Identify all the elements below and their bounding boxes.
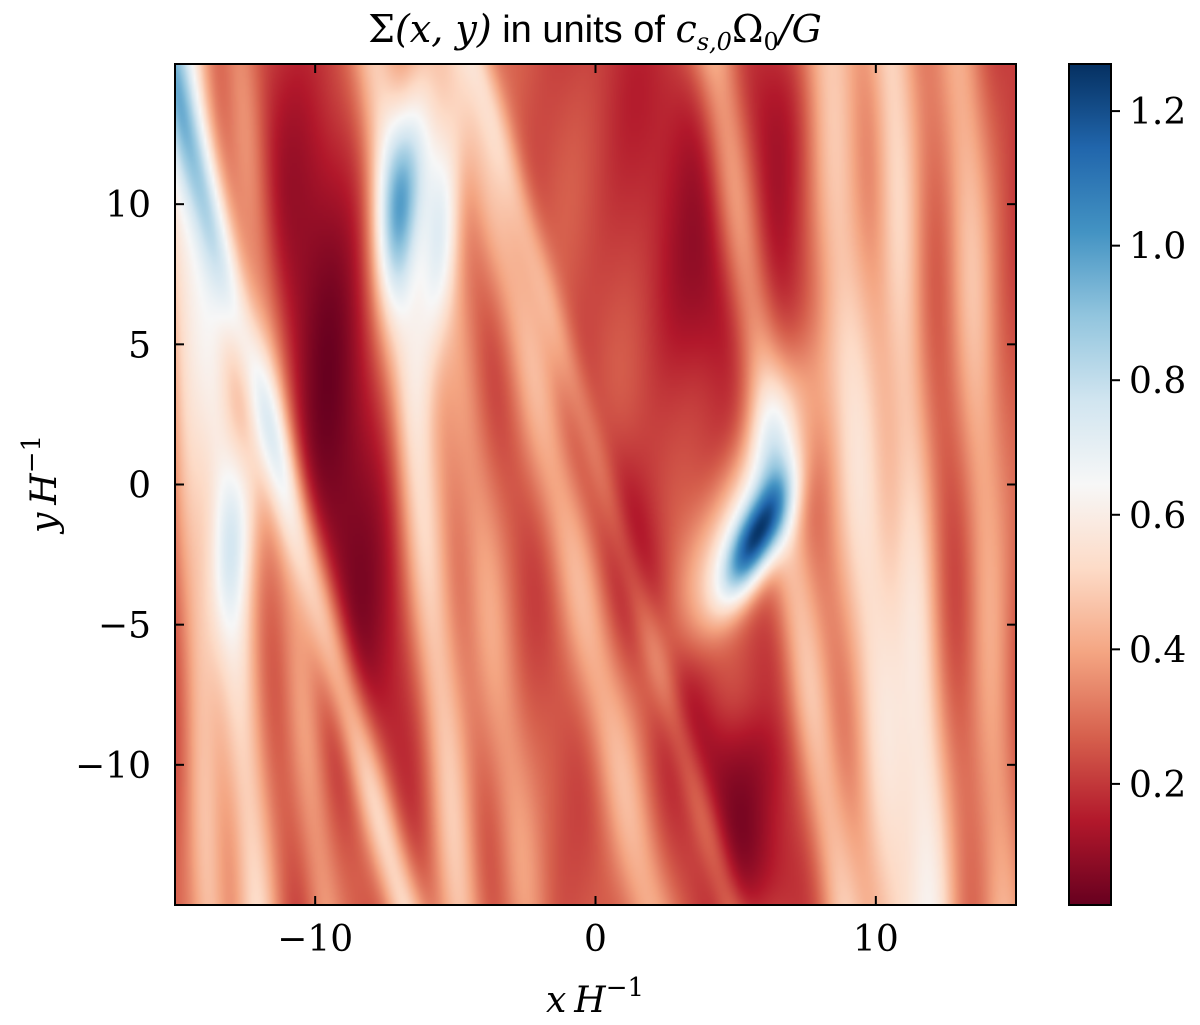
x-axis-label-unit: H <box>573 980 606 1021</box>
y-axis-ticks: −10 −5 0 5 10 <box>75 185 1016 787</box>
y-tick-label: −10 <box>75 746 151 787</box>
title-text: in units of <box>492 9 676 51</box>
x-tick-label: 10 <box>853 919 899 960</box>
x-tick-label: 0 <box>584 919 607 960</box>
colorbar-tick-label: 0.6 <box>1129 496 1186 537</box>
heatmap-image <box>175 64 1016 905</box>
title-cs-sub: s,0 <box>697 28 732 56</box>
x-axis-ticks: −10 0 10 <box>277 64 899 960</box>
y-axis-label-exp: −1 <box>17 435 47 473</box>
colorbar-tick-label: 0.2 <box>1129 765 1186 806</box>
title-tail: /G <box>775 7 822 51</box>
colorbar-tick-label: 1.0 <box>1129 227 1186 268</box>
title-sigma: Σ <box>368 7 395 51</box>
colorbar-tick-label: 1.2 <box>1129 92 1186 133</box>
colorbar-frame <box>1068 63 1112 906</box>
colorbar: 0.2 0.4 0.6 0.8 1.0 1.2 <box>1068 63 1186 906</box>
colorbar-ticks: 0.2 0.4 0.6 0.8 1.0 1.2 <box>1111 92 1186 806</box>
colorbar-tick-label: 0.8 <box>1129 361 1186 402</box>
x-axis-label-exp: −1 <box>606 973 644 1003</box>
x-tick-label: −10 <box>277 919 353 960</box>
y-axis-label: yH−1 <box>17 435 65 535</box>
colorbar-tick-label: 0.4 <box>1129 630 1186 671</box>
y-tick-label: 0 <box>128 466 151 507</box>
title-omega-sub: 0 <box>763 28 778 56</box>
x-axis-label: x H−1 <box>546 973 644 1021</box>
title-cs: c <box>675 7 696 51</box>
colorbar-gradient <box>1069 64 1111 905</box>
title-args: (x, y) <box>395 7 492 51</box>
y-tick-label: −5 <box>98 606 151 647</box>
y-tick-label: 5 <box>128 325 151 366</box>
chart-title: Σ(x, y) in units of cs,0Ω0/G <box>368 7 822 56</box>
x-axis-label-var: x <box>546 980 566 1021</box>
title-omega: Ω <box>732 7 764 51</box>
y-tick-label: 10 <box>105 185 151 226</box>
y-axis-label-var: y <box>24 512 65 535</box>
y-axis-label-unit: H <box>24 473 65 506</box>
plot-area: −10 0 10 −10 −5 0 5 10 <box>75 63 1017 960</box>
